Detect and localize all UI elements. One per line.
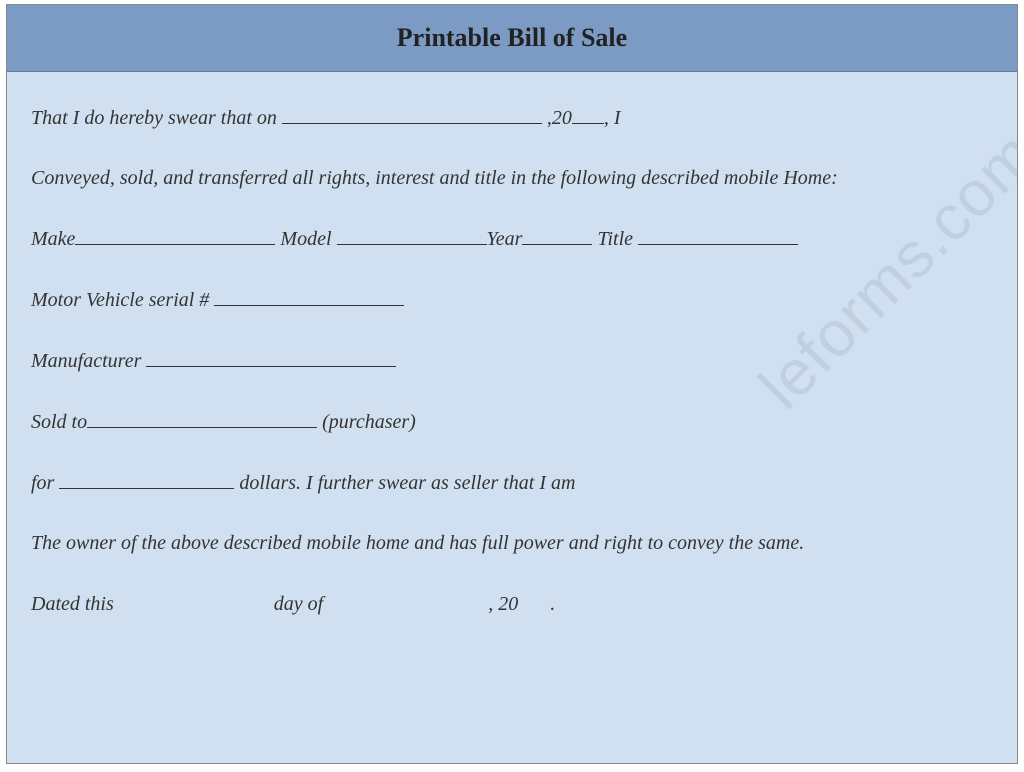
text-segment: ,20 <box>542 107 572 129</box>
line-manufacturer: Manufacturer <box>31 345 993 376</box>
text-segment: That I do hereby swear that on <box>31 107 282 129</box>
blank-make[interactable] <box>75 223 275 245</box>
document-title: Printable Bill of Sale <box>7 23 1017 53</box>
text-20: , 20 <box>488 593 518 615</box>
bill-of-sale-document: Printable Bill of Sale leforms.com That … <box>6 4 1018 764</box>
blank-year-suffix[interactable] <box>572 102 604 124</box>
label-model: Model <box>275 228 336 250</box>
document-body: leforms.com That I do hereby swear that … <box>7 72 1017 619</box>
label-title: Title <box>592 228 638 250</box>
text-period: . <box>550 593 555 615</box>
line-serial: Motor Vehicle serial # <box>31 284 993 315</box>
label-soldto: Sold to <box>31 411 87 433</box>
blank-year[interactable] <box>522 223 592 245</box>
line-dated: Dated this day of , 20. <box>31 588 993 619</box>
blank-date[interactable] <box>282 102 542 124</box>
blank-soldto[interactable] <box>87 406 317 428</box>
blank-serial[interactable] <box>214 284 404 306</box>
blank-dated-year[interactable] <box>518 588 550 610</box>
label-dated: Dated this <box>31 593 119 615</box>
text-dayof: day of <box>269 593 328 615</box>
text-dollars: dollars. I further swear as seller that … <box>234 472 575 494</box>
label-manufacturer: Manufacturer <box>31 350 146 372</box>
blank-amount[interactable] <box>59 467 234 489</box>
label-year: Year <box>487 228 523 250</box>
blank-title[interactable] <box>638 223 798 245</box>
watermark-text: leforms.com <box>736 109 1018 431</box>
text-purchaser: (purchaser) <box>317 411 416 433</box>
label-serial: Motor Vehicle serial # <box>31 289 214 311</box>
blank-dated-day[interactable] <box>119 588 269 610</box>
line-swear-date: That I do hereby swear that on ,20 , I <box>31 102 993 133</box>
line-amount: for dollars. I further swear as seller t… <box>31 467 993 498</box>
line-sold-to: Sold to (purchaser) <box>31 406 993 437</box>
label-make: Make <box>31 228 75 250</box>
blank-manufacturer[interactable] <box>146 345 396 367</box>
document-header: Printable Bill of Sale <box>7 5 1017 72</box>
blank-model[interactable] <box>337 223 487 245</box>
line-vehicle-details: Make Model Year Title <box>31 223 993 254</box>
line-conveyed: Conveyed, sold, and transferred all righ… <box>31 163 993 193</box>
blank-dated-month[interactable] <box>328 588 488 610</box>
text-segment: , I <box>604 107 621 129</box>
label-for: for <box>31 472 59 494</box>
line-owner: The owner of the above described mobile … <box>31 528 993 558</box>
